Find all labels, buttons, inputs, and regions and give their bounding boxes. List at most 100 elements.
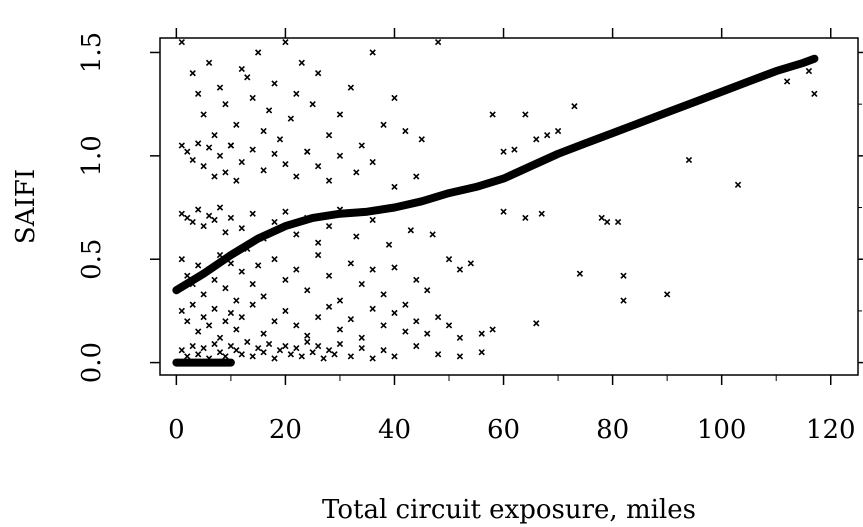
data-point	[293, 344, 300, 352]
data-point	[336, 340, 344, 348]
data-point	[314, 239, 322, 246]
data-point	[222, 169, 229, 176]
data-point	[178, 347, 185, 354]
data-point	[353, 233, 360, 240]
data-point	[369, 305, 376, 313]
data-point	[200, 344, 207, 352]
data-point	[178, 38, 185, 46]
data-point	[314, 163, 322, 170]
data-point	[380, 291, 387, 298]
data-point	[522, 214, 529, 222]
x-tick-label: 60	[487, 415, 520, 445]
data-point	[222, 318, 229, 325]
data-point	[424, 330, 431, 337]
data-point	[282, 276, 289, 284]
data-point	[358, 142, 365, 149]
data-point	[314, 69, 322, 77]
data-point	[811, 90, 818, 97]
data-point	[576, 270, 584, 277]
data-point	[282, 160, 289, 168]
data-point	[598, 214, 605, 222]
data-point	[500, 208, 507, 215]
data-point	[233, 121, 240, 128]
data-point	[336, 111, 344, 118]
data-point	[195, 90, 202, 97]
data-point	[298, 353, 305, 360]
data-point	[227, 260, 235, 267]
data-point	[189, 218, 196, 226]
data-point	[195, 140, 202, 147]
data-point	[456, 334, 464, 341]
data-point	[402, 301, 409, 308]
data-points	[178, 38, 818, 362]
smooth-curves	[172, 54, 819, 367]
data-point	[293, 322, 300, 329]
data-point	[271, 218, 278, 226]
data-point	[336, 152, 344, 160]
data-point	[227, 342, 235, 350]
data-point	[189, 69, 196, 77]
data-point	[309, 349, 316, 356]
data-point	[402, 127, 409, 135]
x-axis-label: Total circuit exposure, miles	[322, 495, 696, 525]
data-point	[178, 256, 185, 263]
data-point	[211, 305, 218, 313]
data-point	[805, 67, 813, 75]
data-point	[783, 78, 791, 85]
data-point	[249, 146, 256, 153]
data-point	[538, 210, 545, 217]
data-point	[407, 227, 415, 234]
data-point	[276, 136, 284, 143]
data-point	[293, 231, 300, 238]
data-point	[445, 322, 453, 329]
data-point	[282, 342, 289, 350]
data-point	[211, 340, 218, 348]
data-point	[216, 334, 224, 341]
data-point	[184, 318, 191, 325]
x-tick-label: 120	[806, 415, 856, 445]
data-point	[336, 326, 344, 333]
data-point	[260, 349, 267, 356]
data-point	[238, 158, 245, 166]
data-point	[233, 326, 240, 333]
data-point	[282, 38, 289, 46]
data-point	[195, 351, 202, 358]
data-point	[293, 266, 300, 273]
x-tick-label: 40	[378, 415, 411, 445]
data-point	[216, 152, 224, 160]
data-point	[271, 355, 278, 362]
data-point	[358, 280, 365, 288]
data-point	[369, 158, 376, 166]
data-point	[254, 344, 262, 352]
data-point	[238, 268, 245, 275]
data-point	[325, 303, 333, 310]
data-point	[249, 353, 256, 360]
data-point	[254, 262, 262, 269]
data-point	[685, 156, 693, 164]
data-point	[347, 84, 355, 91]
trend-curve	[172, 54, 819, 295]
data-point	[304, 332, 311, 339]
data-point	[325, 272, 333, 279]
data-point	[571, 103, 578, 110]
y-tick-label: 0.0	[77, 342, 107, 383]
y-axis-ticks: 0.0 0.5 1.0 1.5	[77, 32, 863, 383]
data-point	[211, 216, 218, 224]
data-point	[614, 218, 622, 226]
x-tick-label: 100	[697, 415, 747, 445]
data-point	[282, 307, 289, 315]
data-point	[533, 136, 540, 143]
x-tick-label: 0	[168, 415, 185, 445]
data-point	[184, 353, 191, 360]
data-point	[238, 65, 245, 73]
data-point	[325, 347, 333, 354]
data-point	[391, 264, 398, 271]
data-point	[353, 169, 360, 176]
data-point	[385, 241, 393, 248]
data-point	[200, 163, 207, 170]
data-point	[358, 334, 365, 341]
data-point	[216, 349, 224, 356]
data-point	[184, 272, 191, 279]
data-point	[227, 214, 235, 222]
data-point	[429, 231, 436, 238]
